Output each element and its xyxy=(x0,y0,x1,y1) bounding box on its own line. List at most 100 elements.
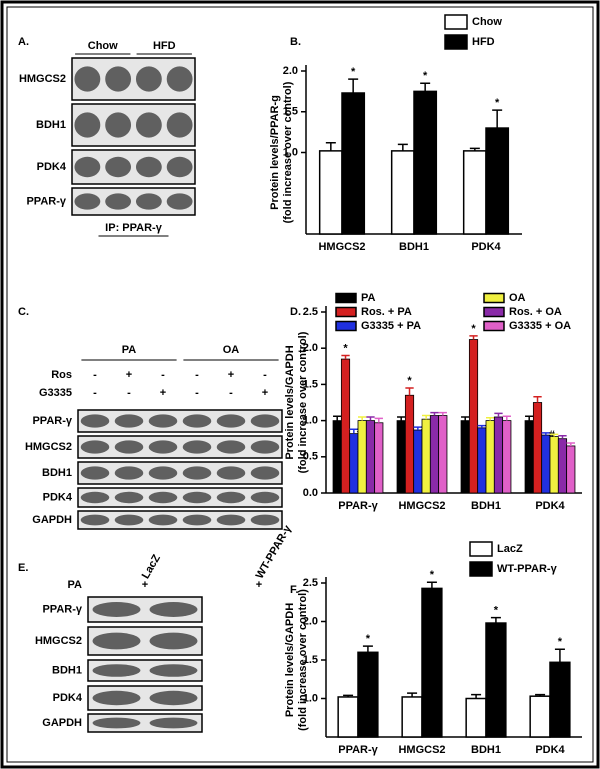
y-axis-label: Protein levels/GAPDH xyxy=(284,603,296,717)
band xyxy=(114,491,144,504)
error-bar xyxy=(558,435,567,439)
row-label: PDK4 xyxy=(37,161,67,173)
error-bar xyxy=(533,395,542,403)
band xyxy=(149,602,198,617)
error-bar xyxy=(566,442,575,446)
band xyxy=(216,514,246,526)
bar xyxy=(566,445,576,494)
band xyxy=(105,112,132,138)
bar xyxy=(421,587,443,738)
bar xyxy=(549,661,571,738)
bar xyxy=(318,150,343,235)
inner-frame xyxy=(6,6,594,763)
bar xyxy=(485,127,510,235)
band xyxy=(92,690,141,706)
bar xyxy=(404,394,415,494)
error-bar xyxy=(426,581,437,589)
condition-sign: + xyxy=(160,387,166,399)
y-axis-label: Protein levels/GAPDH xyxy=(284,345,296,459)
row-label: PPAR-γ xyxy=(26,195,66,207)
y-tick-label: 2.5 xyxy=(303,577,318,589)
legend-label: OA xyxy=(509,292,526,304)
row-label: BDH1 xyxy=(42,467,72,479)
band xyxy=(114,440,144,454)
y-tick-label: 1.5 xyxy=(303,378,318,390)
x-tick-label: BDH1 xyxy=(471,500,501,512)
band xyxy=(80,440,110,454)
band xyxy=(166,156,193,178)
band xyxy=(149,664,198,677)
band xyxy=(105,193,132,210)
significance-mark: * xyxy=(494,605,499,617)
error-bar xyxy=(554,648,565,663)
legend-swatch xyxy=(483,320,505,332)
error-bar xyxy=(535,693,546,697)
band xyxy=(149,717,198,729)
band xyxy=(148,466,178,480)
bar xyxy=(468,339,479,494)
y-tick-label: 2.0 xyxy=(303,615,318,627)
error-bar xyxy=(407,692,418,697)
error-bar xyxy=(492,109,503,129)
error-bar xyxy=(348,78,359,94)
condition-sign: + xyxy=(262,387,268,399)
band xyxy=(80,491,110,504)
error-bar xyxy=(438,411,447,416)
bar xyxy=(396,420,406,494)
panel-label: C. xyxy=(18,306,29,318)
band xyxy=(250,491,280,504)
legend-label: HFD xyxy=(472,36,495,48)
band xyxy=(182,491,212,504)
error-bar xyxy=(341,354,350,360)
band xyxy=(250,414,280,428)
panel-label: D. xyxy=(290,306,301,318)
band xyxy=(92,664,141,677)
row-label: GAPDH xyxy=(42,717,82,729)
bar xyxy=(429,415,440,494)
error-bar xyxy=(366,416,375,421)
error-bar xyxy=(325,141,336,151)
bar xyxy=(340,358,351,494)
x-tick-label: HMGCS2 xyxy=(398,744,445,756)
bar xyxy=(438,415,448,494)
y-tick-label: 1.0 xyxy=(303,692,318,704)
row-label: BDH1 xyxy=(52,664,82,676)
row-label: PDK4 xyxy=(43,491,73,503)
significance-mark: * xyxy=(407,375,412,387)
band xyxy=(149,690,198,706)
row-label: PPAR-γ xyxy=(32,415,72,427)
band xyxy=(250,514,280,526)
y-axis-label: (fold increase over control) xyxy=(297,331,309,473)
band xyxy=(135,112,162,138)
row-label: HMGCS2 xyxy=(35,635,82,647)
error-bar xyxy=(430,411,439,416)
bar xyxy=(524,420,534,494)
bar xyxy=(357,420,367,494)
error-bar xyxy=(333,415,342,421)
error-bar xyxy=(502,415,511,421)
legend-swatch xyxy=(335,306,357,318)
legend-label: LacZ xyxy=(497,543,523,555)
band xyxy=(166,193,193,210)
significance-mark: * xyxy=(351,66,356,78)
bar xyxy=(465,697,487,738)
y-tick-label: 1.0 xyxy=(303,415,318,427)
error-bar xyxy=(469,335,478,340)
blot-footer: IP: PPAR-γ xyxy=(105,222,163,234)
bar xyxy=(390,150,415,235)
band xyxy=(216,491,246,504)
band xyxy=(148,491,178,504)
x-tick-label: HMGCS2 xyxy=(318,241,365,253)
condition-sign: - xyxy=(93,387,97,399)
band xyxy=(166,66,193,92)
row-label: PPAR-γ xyxy=(42,603,82,615)
band xyxy=(182,514,212,526)
error-bar xyxy=(420,82,431,92)
band xyxy=(149,632,198,650)
bar xyxy=(365,420,376,494)
legend-swatch xyxy=(469,541,493,557)
x-tick-label: PDK4 xyxy=(535,744,565,756)
error-bar xyxy=(477,424,486,428)
bar xyxy=(532,402,543,494)
band xyxy=(74,193,101,210)
